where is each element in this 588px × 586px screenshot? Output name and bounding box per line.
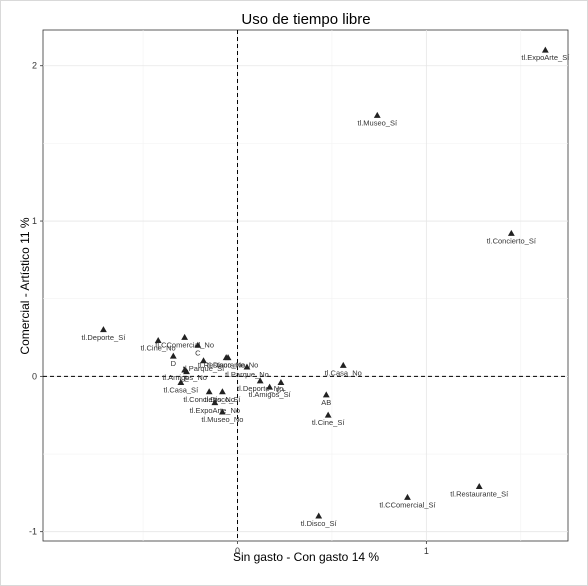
point-marker <box>322 391 330 398</box>
point-marker <box>181 333 189 340</box>
y-tick-label: 1 <box>32 216 37 226</box>
data-point: tl.Disco_Sí <box>301 512 338 528</box>
point-marker <box>243 363 251 370</box>
data-point: tl.Parque_No <box>225 363 269 379</box>
point-label: tl.Disco_Sí <box>204 395 241 404</box>
point-label: tl.Casa_Sí <box>164 386 200 395</box>
point-marker <box>194 341 202 348</box>
data-point: AB <box>321 391 331 407</box>
point-label: E <box>184 375 189 384</box>
data-point: tl.Museo_No <box>201 408 243 424</box>
point-marker <box>324 411 332 418</box>
axis-ticks: 0 1 -1 0 1 2 <box>29 61 429 556</box>
data-point: tl.Museo_Sí <box>357 111 398 127</box>
point-label: tl.Museo_Sí <box>357 118 398 127</box>
y-tick-label: 0 <box>32 371 37 381</box>
data-point: tl.Amigos_Sí <box>249 383 292 399</box>
point-label: tl.CComercial_Sí <box>379 501 436 510</box>
x-axis-label: Sin gasto - Con gasto 14 % <box>233 550 379 564</box>
point-marker <box>256 377 264 384</box>
data-point: C+ <box>276 378 286 395</box>
point-label: tl.Disco_No <box>207 361 245 370</box>
point-marker <box>277 378 285 385</box>
data-point: tl.Disco_Sí <box>204 388 241 404</box>
point-label: C <box>195 348 201 357</box>
point-marker <box>475 483 483 490</box>
point-label: tl.Cine_Sí <box>312 418 345 427</box>
y-axis-label: Comercial - Artístico 11 % <box>18 217 32 354</box>
data-point: tl.Disco_No <box>207 354 245 370</box>
point-label: tl.ExpoArte_Sí <box>521 53 570 62</box>
point-label: tl.Parque_No <box>225 370 269 379</box>
point-marker <box>183 368 190 375</box>
data-point: C <box>194 341 202 357</box>
point-marker <box>315 512 323 519</box>
point-marker <box>222 354 230 361</box>
data-point: E <box>183 368 190 384</box>
data-point: tl.Casa_No <box>325 361 362 377</box>
point-label: tl.Deporte_No <box>237 384 283 393</box>
point-marker <box>541 46 549 53</box>
point-label: tl.Deporte_Sí <box>82 333 127 342</box>
data-point: tl.Concierto_No <box>183 388 235 404</box>
data-point: tl.Restaurante_Sí <box>450 483 509 499</box>
x-tick-label: 1 <box>424 546 429 556</box>
plot-panel <box>42 29 569 542</box>
point-label: tl.Restaurante_Sí <box>450 490 509 499</box>
point-label: D <box>171 359 177 368</box>
data-point: tl.Cine_Sí <box>312 411 345 427</box>
data-point: tl.CComercial_Sí <box>379 493 437 510</box>
point-marker <box>219 388 226 395</box>
data-point: D <box>169 352 177 368</box>
point-marker <box>200 357 207 364</box>
point-label: tl.Amigos_Sí <box>249 390 292 399</box>
data-points: tl.ExpoArte_Sí tl.Museo_Sí tl.Concierto_Sí… <box>82 46 570 528</box>
data-point: tl.CComercial_No <box>155 333 214 350</box>
data-point: tl.Deporte_No <box>237 377 283 393</box>
point-marker <box>205 388 213 395</box>
point-label: tl.Parque_Sí <box>183 364 225 373</box>
point-label: C+ <box>276 386 286 395</box>
point-label: tl.ExpoArte_No <box>190 406 240 415</box>
data-point: tl.Parque_Sí <box>183 357 225 373</box>
point-label: tl.CComercial_No <box>155 341 214 350</box>
point-marker <box>266 383 274 390</box>
data-point: tl.ExpoArte_No <box>190 399 240 415</box>
data-point: tl.ExpoArte_Sí <box>521 46 570 62</box>
point-marker <box>211 399 219 406</box>
point-marker <box>507 229 515 236</box>
point-marker <box>404 493 411 500</box>
point-label: tl.Restaurante_No <box>198 361 258 370</box>
point-marker <box>177 378 185 385</box>
point-label: tl.Concierto_Sí <box>487 236 537 245</box>
point-marker <box>154 337 162 344</box>
y-tick-label: 2 <box>32 61 37 71</box>
point-marker <box>100 326 107 333</box>
data-point: tl.Casa_Sí <box>164 378 200 395</box>
point-label: tl.Casa_No <box>325 368 362 377</box>
data-point: tl.Concierto_Sí <box>487 229 537 245</box>
point-label: tl.Museo_No <box>201 415 243 424</box>
point-label: tl.Disco_Sí <box>301 519 338 528</box>
point-label: tl.Cine_No <box>141 344 176 353</box>
point-marker <box>339 361 347 368</box>
data-point: tl.Cine_No <box>141 337 176 353</box>
chart-title: Uso de tiempo libre <box>241 11 370 28</box>
x-tick-label: 0 <box>235 546 240 556</box>
point-label: AB <box>321 398 331 407</box>
point-label: tl.Concierto_No <box>183 395 235 404</box>
point-marker <box>169 352 177 359</box>
point-marker <box>219 408 226 415</box>
point-marker <box>373 111 381 118</box>
point-label: tl.Amigos_No <box>162 373 207 382</box>
y-tick-label: -1 <box>29 527 37 537</box>
reference-lines <box>43 30 568 541</box>
data-point: tl.Deporte_Sí <box>82 326 127 342</box>
